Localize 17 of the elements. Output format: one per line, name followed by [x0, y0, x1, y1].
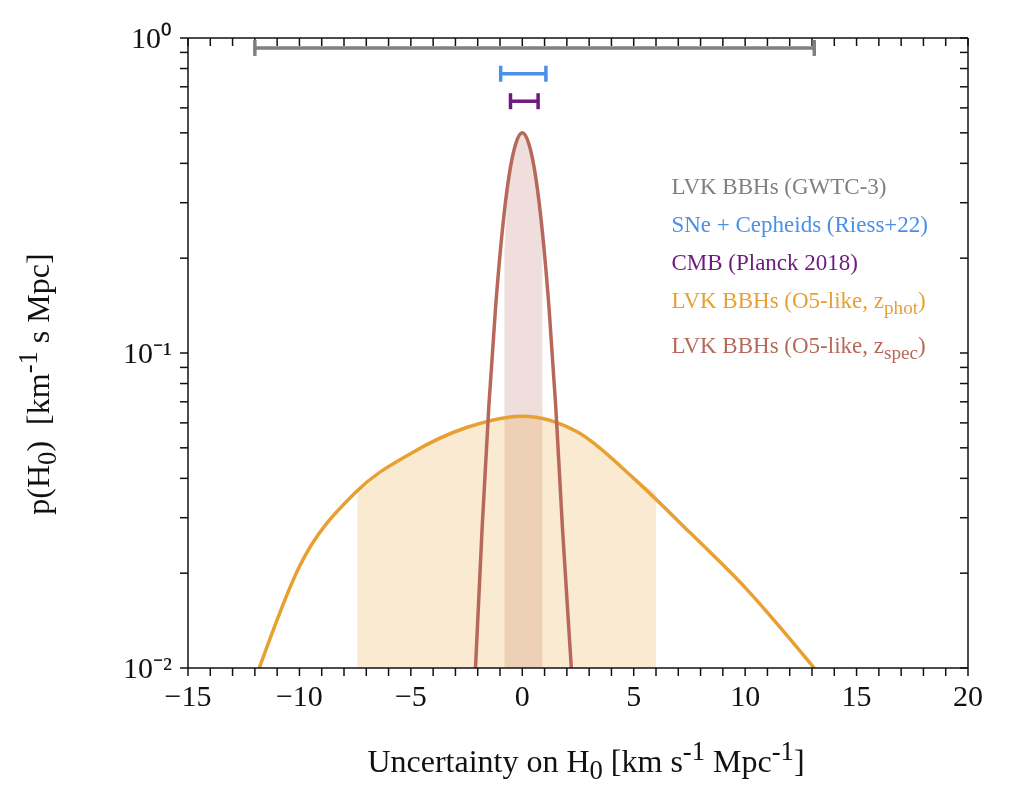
text: CMB (Planck 2018): [671, 249, 859, 277]
text: LVK BBHs (O5-like, z$_{phot}$): [671, 287, 927, 320]
y-tick-label: 10⁰: [131, 21, 172, 54]
x-tick-label: 10: [730, 679, 761, 712]
x-axis-title: Uncertainty on H$_{0}$ [km s$^{-1}$ Mpc$^{-1}$]: [366, 736, 806, 787]
x-tick-label: 20: [953, 679, 983, 712]
text: LVK BBHs (O5-like, z$_{spec}$): [671, 331, 927, 365]
y-tick-label: 10⁻¹: [123, 336, 172, 369]
x-tick-label: 0: [514, 679, 530, 712]
line-series: [257, 414, 816, 668]
x-tick-label: −5: [394, 679, 427, 712]
text: SNe + Cepheids (Riess+22): [671, 211, 928, 239]
x-tick-label: −10: [275, 679, 323, 712]
x-tick-label: 15: [841, 679, 872, 712]
x-tick-label: 5: [626, 679, 642, 712]
line-series: [473, 131, 574, 668]
text: LVK BBHs (GWTC-3): [671, 173, 888, 201]
